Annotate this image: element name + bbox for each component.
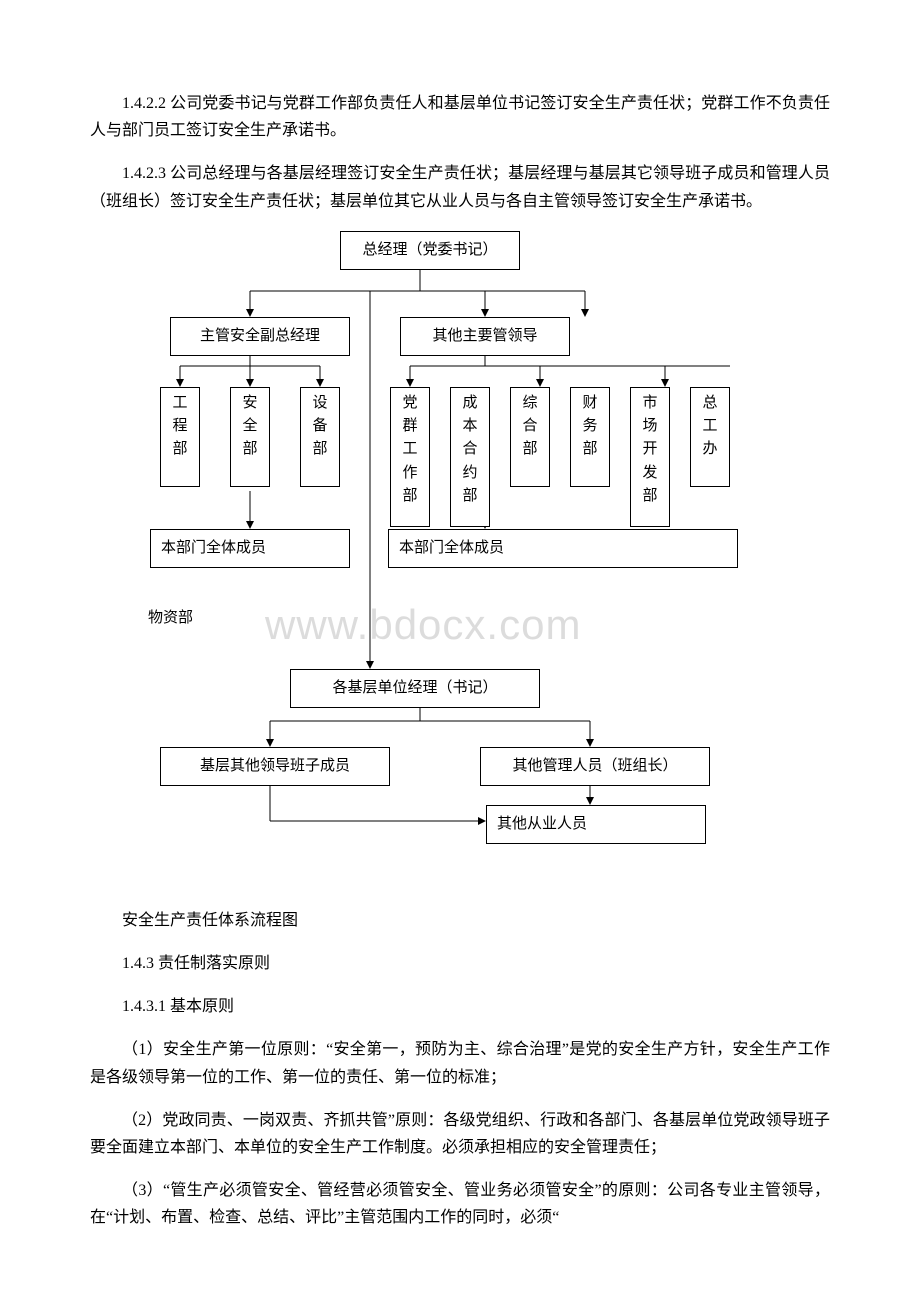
paragraph-1-4-2-2: 1.4.2.2 公司党委书记与党群工作部负责任人和基层单位书记签订安全生产责任状… [90,90,830,144]
paragraph-principle-2: （2）党政同责、一岗双责、齐抓共管”原则：各级党组织、行政和各部门、各基层单位党… [90,1107,830,1161]
label-dept-equipment: 设备部 [312,392,327,462]
label-dept-cost-contract: 成本合约部 [462,392,477,508]
label-dept-finance: 财务部 [582,392,597,462]
node-dept-general-affairs: 综合部 [510,387,550,487]
label-dept-marketing: 市场开发部 [642,392,657,508]
node-dept-chief-engineer-office: 总工办 [690,387,730,487]
node-dept-finance: 财务部 [570,387,610,487]
node-dept-safety: 安全部 [230,387,270,487]
label-dept-general-affairs: 综合部 [522,392,537,462]
node-all-members-right: 本部门全体成员 [388,529,738,569]
flowchart-caption: 安全生产责任体系流程图 [90,907,830,934]
label-dept-engineering: 工程部 [172,392,187,462]
label-dept-safety: 安全部 [242,392,257,462]
node-safety-deputy-manager: 主管安全副总经理 [170,317,350,357]
node-dept-equipment: 设备部 [300,387,340,487]
paragraph-1-4-2-3: 1.4.2.3 公司总经理与各基层经理签订安全生产责任状；基层经理与基层其它领导… [90,160,830,214]
node-base-other-leaders: 基层其他领导班子成员 [160,747,390,787]
node-dept-marketing: 市场开发部 [630,387,670,527]
node-other-staff: 其他从业人员 [486,805,706,845]
paragraph-principle-1: （1）安全生产第一位原则：“安全第一，预防为主、综合治理”是党的安全生产方针，安… [90,1036,830,1090]
node-dept-party-mass: 党群工作部 [390,387,430,527]
node-dept-cost-contract: 成本合约部 [450,387,490,527]
responsibility-flowchart: 总经理（党委书记） 主管安全副总经理 其他主要管领导 工程部 安全部 设备部 党… [90,231,830,891]
node-materials-dept: 物资部 [148,606,193,632]
heading-1-4-3-1: 1.4.3.1 基本原则 [90,993,830,1020]
node-other-main-leaders: 其他主要管领导 [400,317,570,357]
watermark-text: www.bdocx.com [265,589,581,660]
label-dept-party-mass: 党群工作部 [402,392,417,508]
label-dept-chief-engineer-office: 总工办 [702,392,717,462]
paragraph-principle-3: （3）“管生产必须管安全、管经营必须管安全、管业务必须管安全”的原则：公司各专业… [90,1177,830,1231]
heading-1-4-3: 1.4.3 责任制落实原则 [90,950,830,977]
node-dept-engineering: 工程部 [160,387,200,487]
node-other-management: 其他管理人员（班组长） [480,747,710,787]
node-general-manager: 总经理（党委书记） [340,231,520,271]
node-all-members-left: 本部门全体成员 [150,529,350,569]
node-base-unit-manager: 各基层单位经理（书记） [290,669,540,709]
